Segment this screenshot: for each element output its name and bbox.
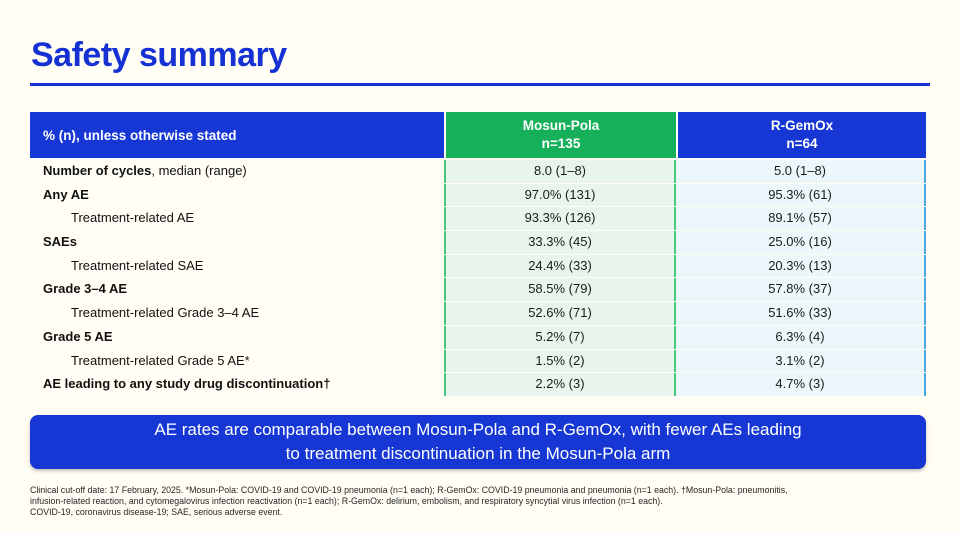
mosun-pola-value: 58.5% (79): [444, 278, 674, 302]
mosun-pola-value: 2.2% (3): [444, 373, 674, 396]
row-label: Grade 5 AE: [30, 326, 444, 349]
banner-line-1: AE rates are comparable between Mosun-Po…: [154, 420, 802, 439]
footnote-line-2: infusion-related reaction, and cytomegal…: [30, 496, 663, 506]
footnote-line-3: COVID-19, coronavirus disease-19; SAE, s…: [30, 507, 283, 517]
r-gemox-value: 57.8% (37): [674, 278, 926, 302]
r-gemox-value: 6.3% (4): [674, 325, 926, 349]
mosun-pola-value: 8.0 (1–8): [444, 160, 674, 183]
r-gemox-value: 89.1% (57): [674, 207, 926, 231]
row-label: AE leading to any study drug discontinua…: [30, 373, 444, 396]
footnote-line-1: Clinical cut-off date: 17 February, 2025…: [30, 485, 788, 495]
r-gemox-value: 95.3% (61): [674, 183, 926, 207]
r-gemox-value: 20.3% (13): [674, 254, 926, 278]
r-gemox-value: 51.6% (33): [674, 302, 926, 325]
footnotes: Clinical cut-off date: 17 February, 2025…: [30, 485, 932, 518]
table-row: Grade 3–4 AE 58.5% (79) 57.8% (37): [30, 278, 926, 302]
mosun-pola-value: 1.5% (2): [444, 349, 674, 373]
r-gemox-arm-name: R-GemOx: [770, 118, 834, 133]
table-row: Number of cycles, median (range) 8.0 (1–…: [30, 160, 926, 183]
mosun-pola-n: n=135: [541, 136, 581, 151]
mosun-pola-value: 33.3% (45): [444, 231, 674, 254]
header-label-cell: % (n), unless otherwise stated: [30, 112, 444, 158]
row-label-bold: SAEs: [43, 234, 77, 250]
title-underline: [30, 83, 930, 86]
row-label: Treatment-related SAE: [30, 255, 444, 278]
row-label-bold: Grade 5 AE: [43, 328, 113, 344]
row-label-bold: Grade 3–4 AE: [43, 281, 128, 297]
row-label: Number of cycles, median (range): [30, 160, 444, 183]
banner-line-2: to treatment discontinuation in the Mosu…: [285, 444, 671, 463]
row-label-rest: Treatment-related Grade 3–4 AE: [71, 305, 260, 321]
header-mosun-pola-cell: Mosun-Pola n=135: [446, 112, 676, 158]
row-label: Treatment-related Grade 3–4 AE: [30, 302, 444, 325]
row-label-bold: Number of cycles: [43, 163, 152, 178]
conclusion-banner: AE rates are comparable between Mosun-Po…: [30, 415, 926, 469]
page-title: Safety summary: [31, 36, 287, 74]
mosun-pola-arm-name: Mosun-Pola: [522, 118, 600, 133]
row-label: Any AE: [30, 184, 444, 207]
r-gemox-value: 3.1% (2): [674, 349, 926, 373]
table-row: Treatment-related AE 93.3% (126) 89.1% (…: [30, 207, 926, 231]
row-label-rest: Treatment-related AE: [71, 210, 195, 226]
r-gemox-value: 4.7% (3): [674, 373, 926, 396]
header-r-gemox-cell: R-GemOx n=64: [678, 112, 926, 158]
row-label-bold: Any AE: [43, 186, 89, 202]
table-row: AE leading to any study drug discontinua…: [30, 373, 926, 396]
row-label: Grade 3–4 AE: [30, 278, 444, 301]
row-label-bold: AE leading to any study drug discontinua…: [43, 376, 331, 392]
table-row: Treatment-related Grade 3–4 AE 52.6% (71…: [30, 302, 926, 325]
row-label: SAEs: [30, 231, 444, 254]
table-row: Any AE 97.0% (131) 95.3% (61): [30, 183, 926, 207]
table-row: Treatment-related Grade 5 AE* 1.5% (2) 3…: [30, 349, 926, 373]
safety-table: % (n), unless otherwise stated Mosun-Pol…: [30, 112, 926, 397]
table-row: SAEs 33.3% (45) 25.0% (16): [30, 231, 926, 254]
mosun-pola-value: 52.6% (71): [444, 302, 674, 325]
row-label: Treatment-related Grade 5 AE*: [30, 350, 444, 373]
mosun-pola-value: 24.4% (33): [444, 254, 674, 278]
table-row: Grade 5 AE 5.2% (7) 6.3% (4): [30, 325, 926, 349]
r-gemox-value: 25.0% (16): [674, 231, 926, 254]
table-header-row: % (n), unless otherwise stated Mosun-Pol…: [30, 112, 926, 158]
row-label: Treatment-related AE: [30, 207, 444, 230]
table-body: Number of cycles, median (range) 8.0 (1–…: [30, 160, 926, 396]
mosun-pola-value: 97.0% (131): [444, 183, 674, 207]
row-label-rest: Treatment-related Grade 5 AE*: [71, 352, 250, 368]
row-label-rest: , median (range): [151, 163, 247, 178]
table-row: Treatment-related SAE 24.4% (33) 20.3% (…: [30, 254, 926, 278]
mosun-pola-value: 93.3% (126): [444, 207, 674, 231]
row-label-rest: Treatment-related SAE: [71, 257, 204, 273]
mosun-pola-value: 5.2% (7): [444, 325, 674, 349]
r-gemox-value: 5.0 (1–8): [674, 160, 926, 183]
r-gemox-n: n=64: [786, 136, 818, 151]
